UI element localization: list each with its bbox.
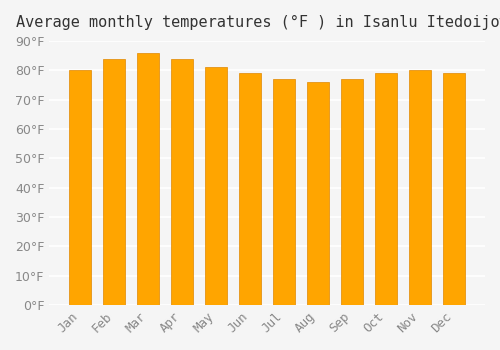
Bar [409, 70, 431, 305]
Bar [171, 58, 193, 305]
Bar [69, 70, 92, 305]
Bar [375, 73, 397, 305]
Bar [307, 82, 329, 305]
Bar [137, 52, 159, 305]
Bar [273, 79, 295, 305]
Bar [103, 58, 126, 305]
Bar [443, 73, 465, 305]
Title: Average monthly temperatures (°F ) in Isanlu Itedoijowa: Average monthly temperatures (°F ) in Is… [16, 15, 500, 30]
Bar [205, 67, 227, 305]
Bar [239, 73, 261, 305]
Bar [341, 79, 363, 305]
